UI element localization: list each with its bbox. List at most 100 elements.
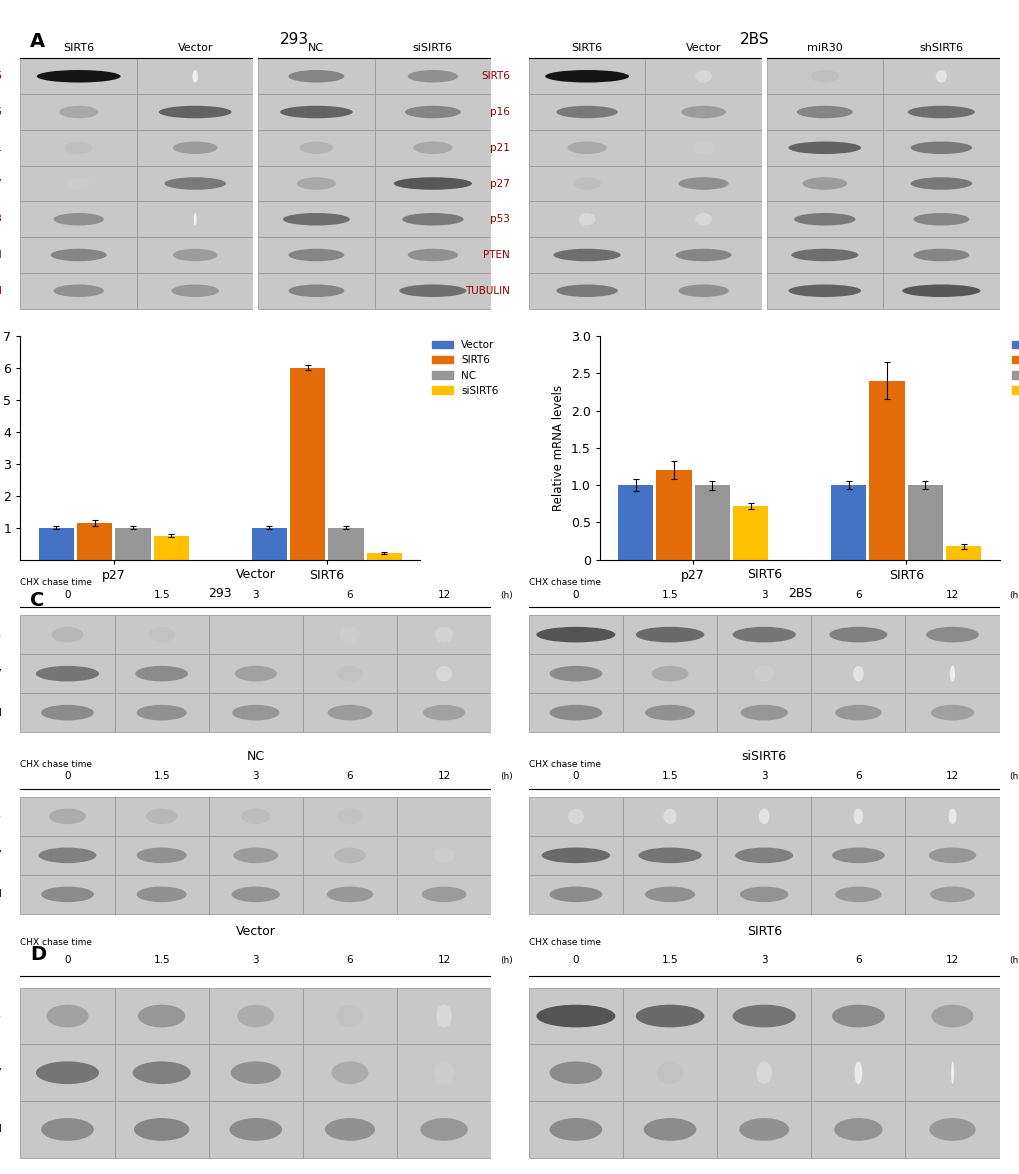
Text: SIRT6: SIRT6 [0,629,2,640]
Ellipse shape [536,1005,614,1027]
Ellipse shape [159,106,231,119]
Ellipse shape [326,886,373,902]
Bar [252,528,286,560]
Title: NC: NC [247,750,265,763]
Ellipse shape [336,666,363,681]
Ellipse shape [164,177,226,190]
Bar [114,693,209,733]
Ellipse shape [41,886,94,902]
Text: 1.5: 1.5 [153,589,170,600]
Ellipse shape [288,249,344,262]
Ellipse shape [912,212,968,225]
Ellipse shape [51,249,107,262]
Text: 1.5: 1.5 [661,771,678,782]
Ellipse shape [662,809,676,824]
Bar [694,485,730,560]
Bar [716,654,810,693]
Text: CHX chase time: CHX chase time [528,938,600,947]
Bar [623,1045,716,1101]
Bar [905,1045,999,1101]
Ellipse shape [910,142,971,154]
Bar [303,797,396,836]
Bar [946,546,980,560]
Title: SIRT6: SIRT6 [746,568,781,581]
Ellipse shape [910,177,971,190]
Ellipse shape [678,177,729,190]
Text: Vector: Vector [177,42,213,53]
Bar [209,654,303,693]
Text: 1.5: 1.5 [661,956,678,965]
Ellipse shape [282,212,350,225]
Bar [39,528,73,560]
Bar [114,654,209,693]
Ellipse shape [393,177,472,190]
Ellipse shape [136,666,187,681]
Ellipse shape [753,666,774,681]
Bar [618,485,653,560]
Bar [623,836,716,875]
Bar [528,987,623,1045]
Ellipse shape [132,1061,191,1084]
Ellipse shape [678,284,729,297]
Text: CHX chase time: CHX chase time [20,938,93,947]
Ellipse shape [434,627,452,642]
Bar [623,693,716,733]
Ellipse shape [231,886,280,902]
Bar [810,836,905,875]
Bar [810,654,905,693]
Text: siSIRT6: siSIRT6 [413,42,452,53]
Bar [209,615,303,654]
Text: 6: 6 [346,771,353,782]
Text: TUBULIN: TUBULIN [0,890,2,899]
Bar [623,654,716,693]
Ellipse shape [549,886,601,902]
Text: TUBULIN: TUBULIN [0,285,2,296]
Ellipse shape [854,1061,861,1084]
Ellipse shape [692,142,714,154]
Text: p21: p21 [0,143,2,153]
Text: p16: p16 [0,107,2,117]
Bar [209,836,303,875]
Text: CHX chase time: CHX chase time [20,579,93,587]
Bar [810,1101,905,1158]
Ellipse shape [934,70,946,82]
Ellipse shape [739,1118,789,1141]
Ellipse shape [635,1005,704,1027]
Bar [20,797,114,836]
Legend: Vector, SIRT6, NC, siSIRT6: Vector, SIRT6, NC, siSIRT6 [428,336,502,400]
Ellipse shape [549,1061,601,1084]
Ellipse shape [49,809,86,824]
Ellipse shape [237,1005,274,1027]
Ellipse shape [421,886,466,902]
Text: 12: 12 [945,771,958,782]
Bar [154,535,189,560]
Text: PTEN: PTEN [0,250,2,259]
Bar [115,528,151,560]
Ellipse shape [149,627,174,642]
Ellipse shape [832,848,883,863]
Ellipse shape [930,704,973,721]
Ellipse shape [233,848,278,863]
Ellipse shape [835,704,880,721]
Ellipse shape [244,627,267,642]
Ellipse shape [59,106,98,119]
Ellipse shape [852,666,863,681]
Bar [114,615,209,654]
Bar [303,875,396,913]
Ellipse shape [232,704,279,721]
Ellipse shape [242,809,270,824]
Ellipse shape [413,142,452,154]
Bar [209,875,303,913]
Bar [716,797,810,836]
Ellipse shape [423,704,465,721]
Ellipse shape [835,886,880,902]
Bar [733,506,767,560]
Bar [303,1101,396,1158]
Text: NC: NC [308,42,324,53]
Ellipse shape [67,177,90,190]
Ellipse shape [194,212,197,225]
Ellipse shape [37,70,120,82]
Text: CHX chase time: CHX chase time [528,760,600,769]
Text: D: D [31,945,46,964]
Ellipse shape [643,1118,696,1141]
